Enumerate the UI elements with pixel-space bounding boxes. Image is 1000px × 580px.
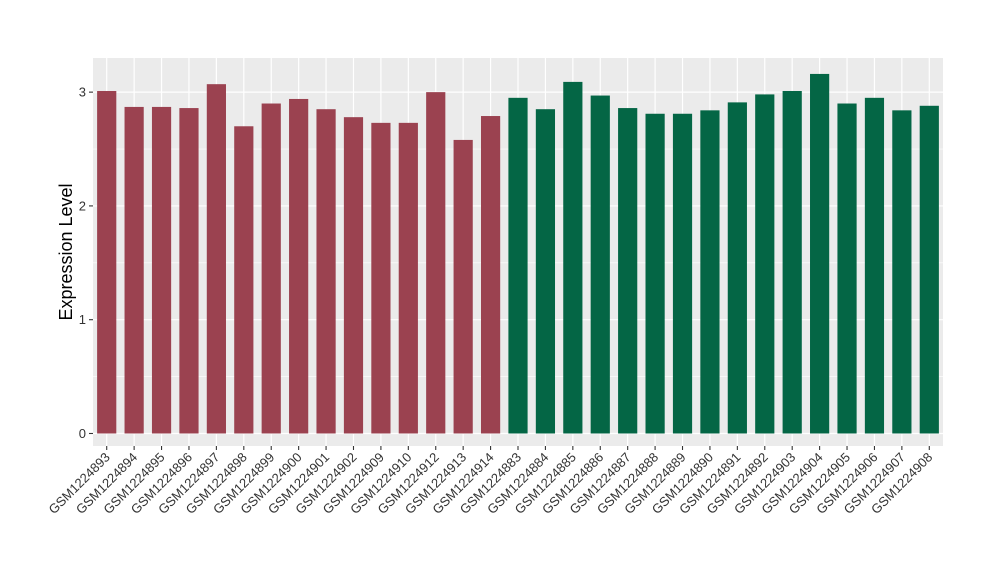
bar-GSM1224895: [151, 106, 172, 434]
bar-GSM1224887: [618, 108, 638, 434]
bar-GSM1224896: [179, 108, 199, 434]
bar-GSM1224897: [206, 84, 226, 434]
bar-GSM1224904: [810, 73, 830, 434]
y-tick-label: 3: [79, 85, 86, 100]
bar-GSM1224907: [892, 110, 912, 434]
bar-GSM1224905: [837, 103, 857, 434]
y-tick-label: 2: [79, 198, 86, 213]
bar-GSM1224890: [700, 110, 720, 434]
bar-GSM1224912: [426, 92, 446, 434]
bar-GSM1224910: [398, 122, 418, 434]
y-tick-label: 0: [79, 426, 86, 441]
bar-GSM1224901: [316, 109, 336, 434]
bar-GSM1224908: [919, 105, 939, 434]
bar-GSM1224902: [343, 117, 364, 434]
x-axis: GSM1224893GSM1224894GSM1224895GSM1224896…: [45, 446, 935, 517]
bar-GSM1224914: [480, 116, 501, 434]
y-axis-title: Expression Level: [56, 183, 76, 320]
bar-GSM1224894: [124, 106, 144, 434]
bar-GSM1224886: [590, 95, 610, 434]
y-axis: 0 1 2 3: [79, 85, 93, 441]
bar-GSM1224903: [782, 90, 802, 434]
bar-GSM1224892: [755, 94, 775, 434]
bar-GSM1224891: [727, 102, 747, 434]
bar-GSM1224889: [672, 113, 693, 434]
bar-GSM1224888: [645, 113, 665, 434]
bar-GSM1224909: [371, 122, 391, 434]
bar-GSM1224900: [289, 98, 309, 434]
bar-GSM1224913: [453, 139, 473, 434]
bar-GSM1224906: [864, 97, 885, 434]
bars: [97, 73, 939, 434]
bar-GSM1224885: [563, 81, 583, 434]
y-tick-label: 1: [79, 312, 86, 327]
bar-GSM1224899: [261, 103, 281, 434]
bar-GSM1224884: [535, 109, 556, 434]
bar-GSM1224893: [97, 90, 117, 434]
bar-GSM1224883: [508, 97, 528, 434]
bar-GSM1224898: [234, 126, 254, 434]
